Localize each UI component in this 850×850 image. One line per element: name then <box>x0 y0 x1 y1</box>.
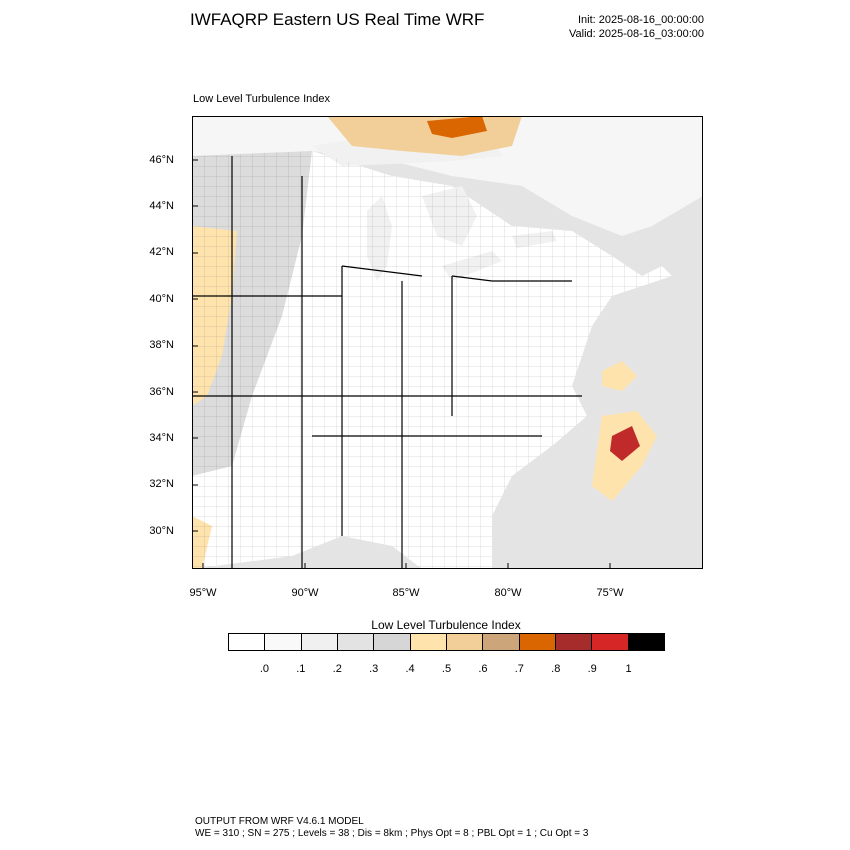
colorbar-swatch <box>592 634 629 650</box>
colorbar-tick-label: .7 <box>514 663 524 675</box>
lat-label-32: 32°N <box>149 478 174 490</box>
lat-label-40: 40°N <box>149 293 174 305</box>
colorbar-swatch <box>628 634 664 650</box>
colorbar-swatch <box>519 634 556 650</box>
colorbar-tick-label: .2 <box>332 663 342 675</box>
lat-label-44: 44°N <box>149 200 174 212</box>
map-title: IWFAQRP Eastern US Real Time WRF <box>190 10 485 29</box>
lon-label-85: 85°W <box>392 587 420 599</box>
colorbar-title: Low Level Turbulence Index <box>371 618 521 632</box>
lon-label-95: 95°W <box>189 587 217 599</box>
colorbar-tick-label: .5 <box>441 663 452 675</box>
lon-label-75: 75°W <box>596 587 624 599</box>
county-lines <box>192 151 672 569</box>
colorbar-tick-label: .1 <box>296 663 306 675</box>
colorbar-swatch <box>265 634 302 650</box>
colorbar-tick-label: 1 <box>625 663 632 675</box>
lat-label-36: 36°N <box>149 386 174 398</box>
colorbar-tick-label: .3 <box>369 663 379 675</box>
lat-label-30: 30°N <box>149 525 174 537</box>
state-lines <box>192 156 582 569</box>
lat-label-38: 38°N <box>149 339 174 351</box>
lat-ticks <box>192 159 198 532</box>
lon-ticks <box>202 563 611 569</box>
lat-label-42: 42°N <box>149 246 174 258</box>
colorbar-swatch <box>483 634 520 650</box>
colorbar-swatch <box>301 634 338 650</box>
lat-label-46: 46°N <box>149 154 174 166</box>
colorbar-swatch <box>410 634 447 650</box>
panel-label: Low Level Turbulence Index <box>193 93 330 105</box>
colorbar-tick-label: .4 <box>405 663 415 675</box>
colorbar-swatch <box>555 634 593 650</box>
colorbar-swatch <box>374 634 411 650</box>
colorbar-tick-label: .0 <box>259 663 269 675</box>
colorbar <box>228 633 665 651</box>
offshore-tan-1 <box>602 361 637 391</box>
footer-line-1: OUTPUT FROM WRF V4.6.1 MODEL <box>195 816 364 827</box>
lon-label-80: 80°W <box>494 587 522 599</box>
colorbar-tick-label: .9 <box>587 663 597 675</box>
map-frame <box>192 116 703 569</box>
model-footer: OUTPUT FROM WRF V4.6.1 MODEL WE = 310 ; … <box>195 816 588 840</box>
colorbar-swatch <box>337 634 375 650</box>
turbulence-map <box>192 116 703 569</box>
init-time: Init: 2025-08-16_00:00:00 <box>578 14 704 26</box>
footer-line-2: WE = 310 ; SN = 275 ; Levels = 38 ; Dis … <box>195 828 589 839</box>
colorbar-swatch <box>229 634 266 650</box>
colorbar-swatch <box>446 634 484 650</box>
lat-label-34: 34°N <box>149 432 174 444</box>
colorbar-tick-label: .6 <box>478 663 488 675</box>
orange-patch <box>427 116 487 138</box>
offshore-red <box>610 426 640 461</box>
colorbar-tick-label: .8 <box>551 663 561 675</box>
lon-label-90: 90°W <box>291 587 319 599</box>
valid-time: Valid: 2025-08-16_03:00:00 <box>569 28 704 40</box>
